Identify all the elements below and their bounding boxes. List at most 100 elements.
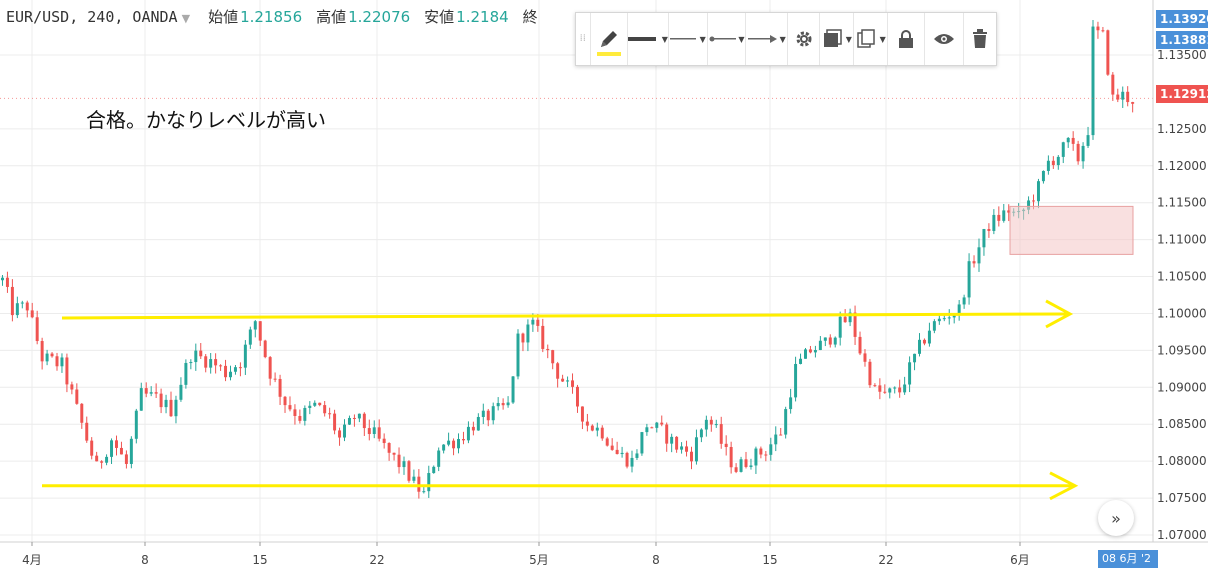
candle	[417, 469, 421, 499]
candle-body	[516, 333, 520, 377]
candle-body	[134, 410, 138, 439]
high-value: 1.22076	[348, 8, 411, 26]
candle-body	[115, 440, 118, 448]
candle-body	[784, 409, 788, 435]
drawings-layer[interactable]	[0, 97, 1153, 501]
candle-body	[144, 388, 148, 394]
candle-body	[491, 406, 495, 421]
candle	[655, 421, 659, 433]
trash-icon	[972, 29, 987, 48]
candle	[457, 433, 460, 454]
candle	[670, 433, 674, 453]
candle-body	[694, 437, 698, 462]
line-end-button[interactable]: ▼	[746, 13, 789, 65]
delete-button[interactable]	[964, 13, 996, 65]
candle	[10, 279, 14, 322]
candle	[645, 423, 649, 436]
chart-grid	[0, 0, 1153, 542]
clone-button[interactable]: ▼	[854, 13, 889, 65]
candle-body	[442, 444, 446, 451]
candle	[992, 209, 996, 235]
candle	[566, 376, 570, 388]
candle-body	[1101, 30, 1105, 32]
candle-body	[169, 399, 173, 417]
candle	[278, 374, 282, 405]
symbol-caret-icon[interactable]: ▼	[181, 12, 191, 25]
line-start-button[interactable]: ▼	[708, 13, 747, 65]
candle-body	[437, 450, 441, 467]
candle	[605, 436, 609, 447]
candle-body	[1056, 156, 1060, 166]
candle	[466, 421, 470, 444]
candle	[263, 339, 267, 359]
candle	[903, 376, 907, 395]
candle-body	[154, 392, 158, 394]
candle	[149, 386, 153, 397]
candle	[253, 319, 257, 338]
candle-body	[724, 443, 728, 447]
candle	[764, 451, 768, 462]
candle-body	[828, 337, 832, 345]
line-style-button[interactable]: ▼	[669, 13, 708, 65]
settings-button[interactable]	[788, 13, 821, 65]
time-axis[interactable]: 4月 8 15 22 5月 8 15 22 6月	[0, 541, 1208, 567]
candle	[447, 432, 451, 447]
time-tick-label: 5月	[529, 553, 549, 567]
candle	[922, 338, 926, 346]
line-start-caret-icon: ▼	[738, 34, 745, 44]
candle-body	[774, 434, 778, 445]
candle-body	[823, 337, 827, 341]
line-thickness-button[interactable]: ▼	[627, 13, 669, 65]
candle-body	[843, 316, 847, 323]
candle	[853, 305, 857, 345]
candle	[724, 435, 728, 456]
candle-body	[70, 384, 74, 390]
high-label: 高値	[316, 8, 347, 26]
scroll-to-realtime-button[interactable]: »	[1098, 500, 1134, 536]
candle	[888, 387, 892, 399]
candle-body	[308, 405, 312, 408]
candle-body	[764, 454, 768, 456]
candle	[580, 406, 584, 430]
candle	[427, 465, 431, 498]
candle	[908, 356, 912, 393]
open-label: 始値	[208, 8, 239, 26]
candle	[729, 441, 733, 474]
line-end-caret-icon: ▼	[779, 34, 786, 44]
visibility-button[interactable]	[925, 13, 964, 65]
candle-body	[10, 286, 14, 316]
candle-body	[789, 397, 793, 410]
candle	[779, 427, 783, 436]
candle-body	[233, 367, 237, 372]
candle-body	[382, 438, 386, 444]
candle-body	[680, 446, 684, 450]
candle-body	[982, 229, 986, 248]
candle	[709, 416, 713, 432]
candle-body	[238, 367, 242, 369]
lock-button[interactable]	[888, 13, 926, 65]
candle-body	[675, 436, 679, 450]
crosshair-time-tag: 08 6月 '2	[1098, 550, 1158, 568]
candle	[1061, 141, 1065, 164]
fill-button[interactable]: ▼	[820, 13, 855, 65]
candle	[590, 424, 594, 432]
candle	[174, 395, 178, 424]
candle	[60, 353, 64, 373]
candle-body	[174, 399, 178, 417]
candle-body	[863, 353, 867, 362]
candle-body	[927, 330, 931, 344]
symbol-label[interactable]: EUR/USD, 240, OANDA	[6, 8, 178, 26]
candle	[110, 438, 114, 464]
candle	[635, 449, 639, 460]
candle	[804, 347, 807, 359]
drag-handle[interactable]: ⁞⁞	[576, 13, 591, 65]
candle-body	[407, 461, 411, 481]
pencil-button[interactable]	[591, 13, 628, 65]
candle-body	[952, 314, 956, 318]
price-tick-label: 1.10000	[1157, 306, 1207, 320]
text-annotation[interactable]: 合格。かなりレベルが高い	[86, 108, 326, 132]
candle-body	[868, 361, 872, 386]
candle-body	[199, 350, 203, 357]
